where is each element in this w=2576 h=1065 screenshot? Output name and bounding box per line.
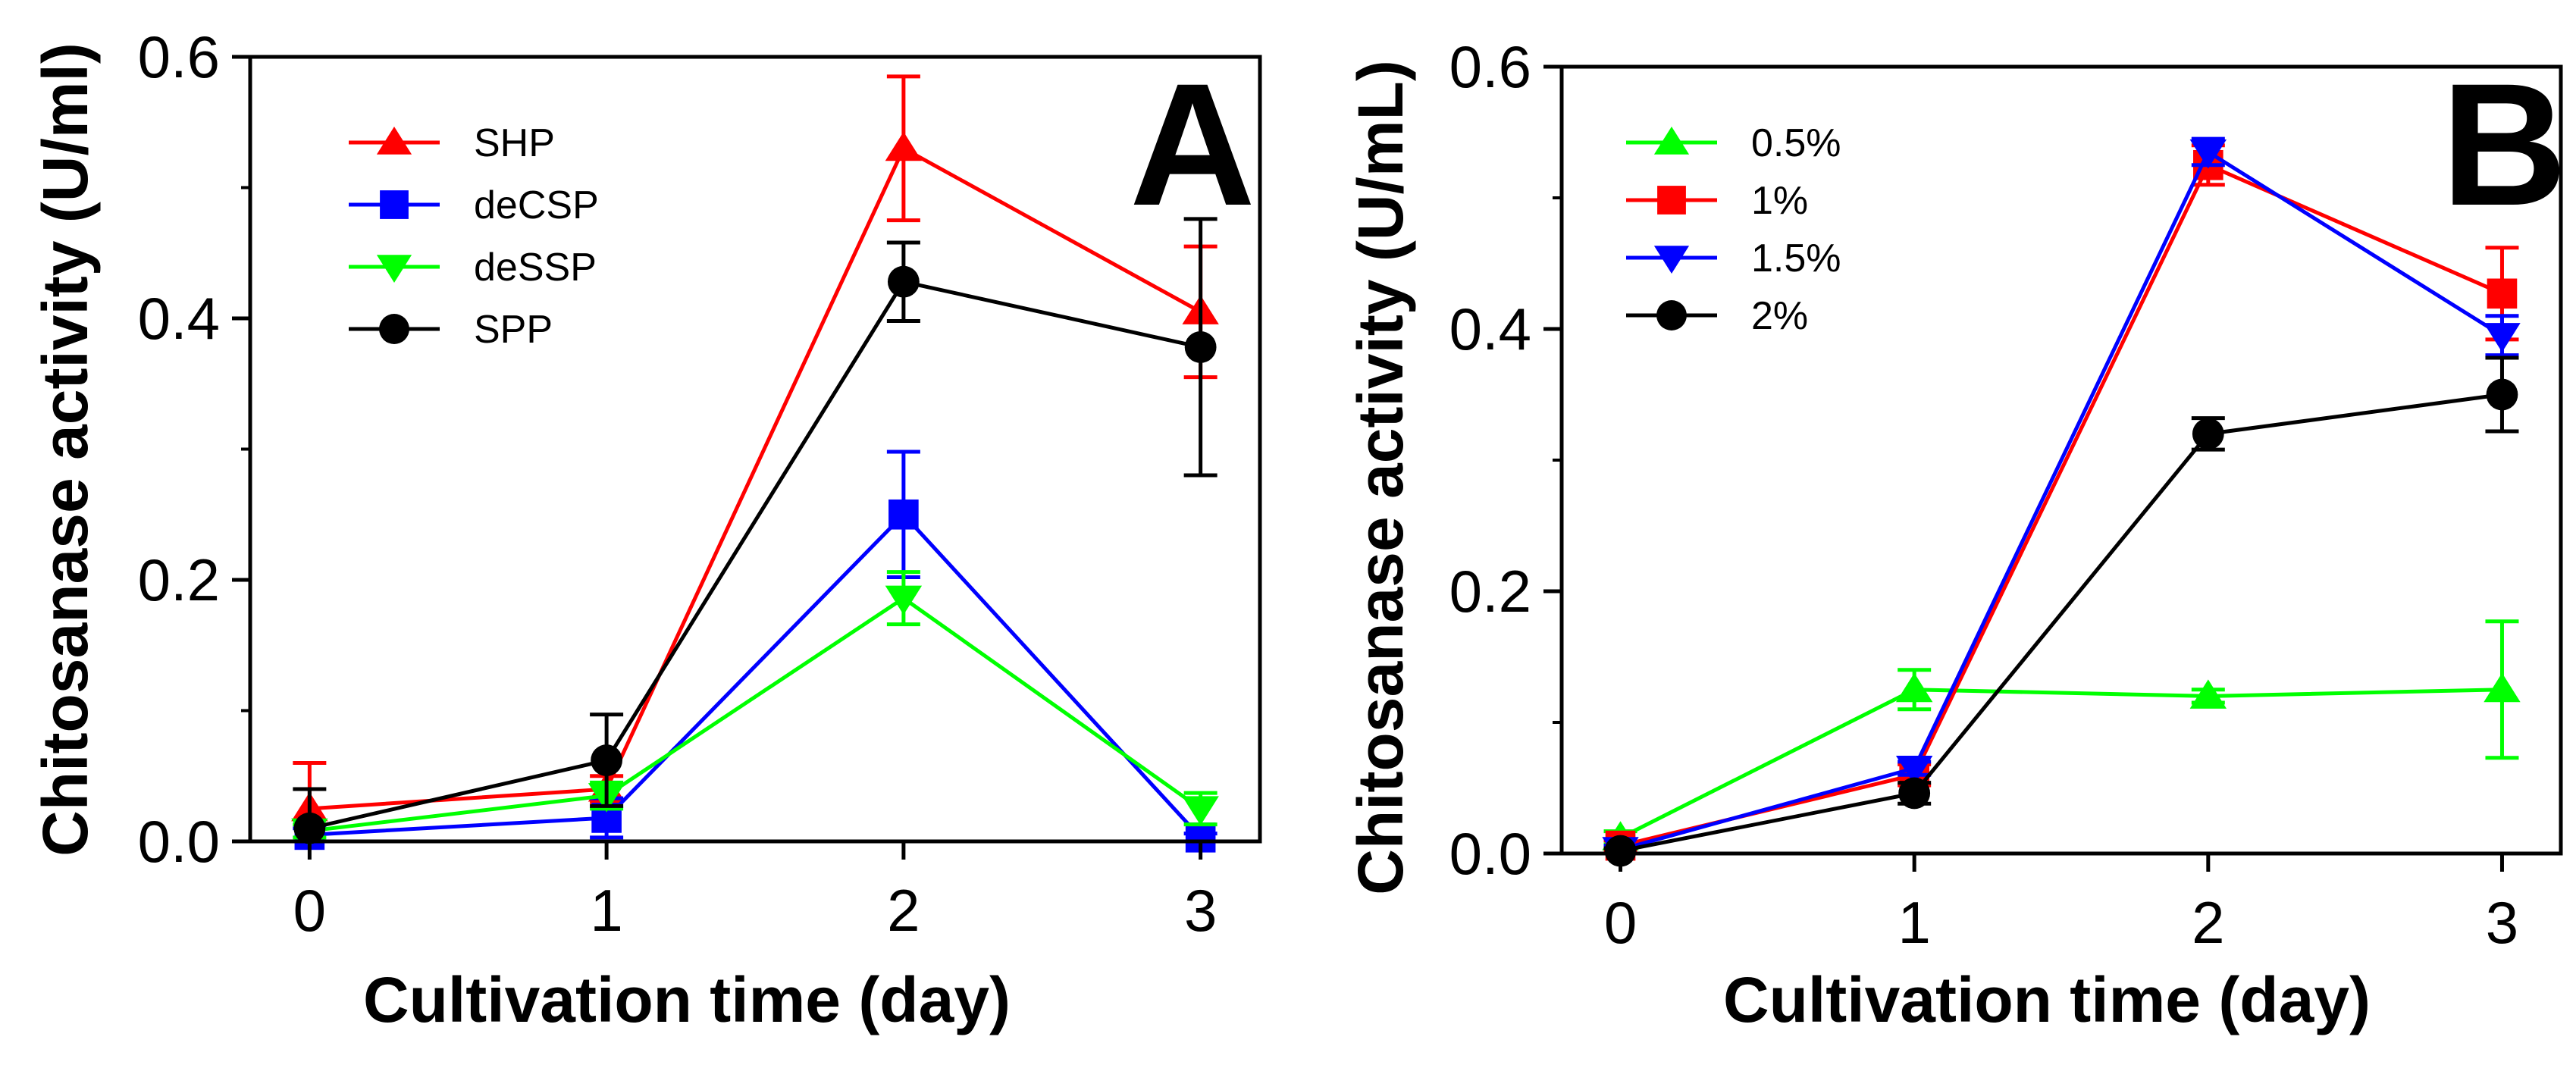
series-2% bbox=[1603, 356, 2519, 867]
data-point bbox=[1898, 777, 1931, 810]
series-line bbox=[309, 146, 1202, 811]
legend-entry: SPP bbox=[349, 308, 553, 352]
x-tick-label: 2 bbox=[887, 877, 920, 944]
x-tick-label: 0 bbox=[293, 877, 326, 944]
data-point bbox=[885, 585, 923, 616]
y-tick-label: 0.4 bbox=[138, 285, 220, 352]
legend-label: 1% bbox=[1751, 179, 1808, 223]
legend-entry: 2% bbox=[1626, 294, 1808, 338]
panel-a: 0 1 2 3 0.0 0.2 0.4 0.6 A SHP deCSP deSSP SPP Cult… bbox=[30, 23, 1262, 1035]
data-point bbox=[2189, 679, 2227, 709]
legend-label: 2% bbox=[1751, 294, 1808, 338]
x-axis-title-b: Cultivation time (day) bbox=[1723, 964, 2371, 1035]
legend-marker bbox=[1653, 246, 1690, 274]
data-point bbox=[2484, 672, 2521, 703]
legend-entry: deCSP bbox=[349, 183, 599, 227]
legend-label: deSSP bbox=[474, 246, 597, 290]
legend-entry: deSSP bbox=[349, 246, 597, 290]
y-tick-label: 0.2 bbox=[138, 547, 220, 613]
legend-label: SPP bbox=[474, 308, 553, 352]
x-tick-label: 3 bbox=[1184, 877, 1217, 944]
data-point bbox=[1895, 672, 1933, 703]
series-deSSP bbox=[291, 570, 1219, 848]
series-line bbox=[1619, 149, 2503, 852]
series-line bbox=[309, 596, 1202, 833]
legend-marker bbox=[380, 190, 409, 219]
series-SPP bbox=[293, 217, 1217, 844]
x-tick-label: 2 bbox=[2192, 889, 2224, 956]
y-tick-label: 0.4 bbox=[1449, 296, 1531, 362]
legend-marker bbox=[376, 255, 412, 283]
y-tick-label: 0.0 bbox=[138, 808, 220, 875]
x-tick-label: 3 bbox=[2486, 889, 2518, 956]
legend-entry: 1% bbox=[1626, 179, 1808, 223]
panel-label-b: B bbox=[2441, 47, 2567, 242]
series-line bbox=[309, 512, 1202, 839]
x-tick-label: 1 bbox=[1898, 889, 1930, 956]
data-point bbox=[2192, 418, 2224, 450]
legend-entry: 1.5% bbox=[1626, 236, 1841, 280]
y-tick-label: 0.2 bbox=[1449, 558, 1531, 625]
y-tick-label: 0.0 bbox=[1449, 820, 1531, 887]
y-tick-label: 0.6 bbox=[138, 23, 220, 90]
data-point bbox=[2487, 278, 2518, 309]
data-point bbox=[1184, 331, 1217, 363]
y-axis-title-a: Chitosanase activity (U/ml) bbox=[30, 42, 101, 857]
data-point bbox=[1604, 835, 1637, 867]
series-SHP bbox=[291, 74, 1219, 844]
data-point bbox=[1182, 796, 1219, 825]
series-line bbox=[309, 279, 1202, 831]
data-point bbox=[2486, 378, 2518, 411]
legend-label: SHP bbox=[474, 121, 555, 165]
data-point bbox=[885, 131, 923, 161]
plot-frame-a bbox=[248, 55, 1262, 844]
data-point bbox=[2484, 323, 2521, 352]
data-point bbox=[1895, 756, 1933, 785]
legend-marker bbox=[1653, 127, 1690, 155]
legend-label: deCSP bbox=[474, 183, 599, 227]
legend-marker bbox=[379, 314, 409, 344]
data-point bbox=[2189, 139, 2227, 169]
series-line bbox=[1620, 393, 2502, 853]
x-axis-title-a: Cultivation time (day) bbox=[363, 964, 1011, 1035]
legend-marker bbox=[1656, 300, 1687, 330]
data-point bbox=[887, 265, 920, 298]
panel-b: 0 1 2 3 0.0 0.2 0.4 0.6 B 0.5% 1% 1.5% 2% Cultivat… bbox=[1345, 33, 2567, 1035]
legend-marker bbox=[376, 127, 412, 155]
panel-label-a: A bbox=[1130, 47, 1255, 242]
x-tick-label: 0 bbox=[1604, 889, 1637, 956]
legend-entry: SHP bbox=[349, 121, 555, 165]
series-line bbox=[1619, 688, 2502, 840]
series-1% bbox=[1603, 143, 2519, 861]
x-tick-label: 1 bbox=[590, 877, 622, 944]
legend-entry: 0.5% bbox=[1626, 121, 1841, 165]
series-deCSP bbox=[293, 449, 1217, 853]
y-axis-title-b: Chitosanase activity (U/mL) bbox=[1345, 60, 1416, 895]
legend-marker bbox=[1657, 186, 1686, 215]
data-point bbox=[888, 499, 919, 530]
legend-label: 0.5% bbox=[1751, 121, 1841, 165]
legend-label: 1.5% bbox=[1751, 236, 1841, 280]
data-point bbox=[591, 744, 623, 776]
series-1.5% bbox=[1602, 136, 2521, 866]
y-tick-label: 0.6 bbox=[1449, 33, 1531, 100]
data-point bbox=[293, 812, 326, 844]
